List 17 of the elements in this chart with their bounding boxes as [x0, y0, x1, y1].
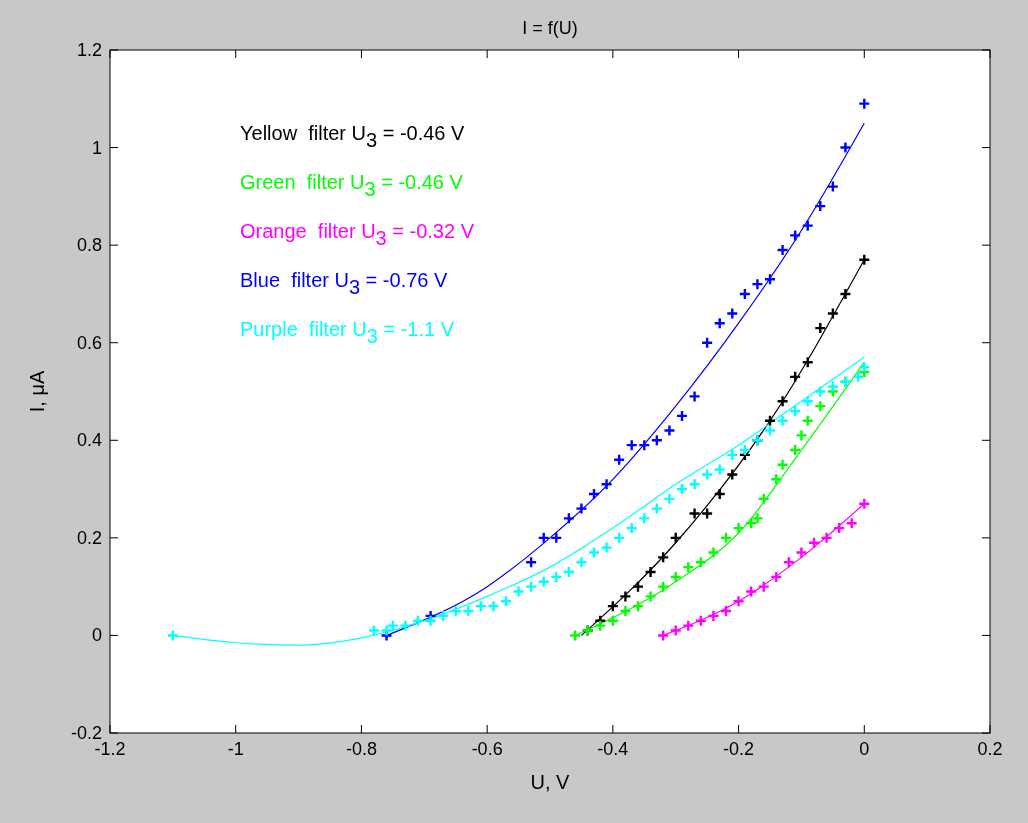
- y-tick-label: 1: [91, 137, 102, 158]
- y-tick-label: 0.4: [76, 430, 102, 451]
- x-tick-label: -0.4: [597, 739, 629, 759]
- x-tick-label: -1: [227, 739, 244, 759]
- y-tick-label: 0.8: [76, 235, 102, 256]
- y-tick-label: 0.6: [76, 332, 102, 353]
- y-tick-label: 0.2: [76, 527, 102, 548]
- x-tick-label: 0.2: [977, 739, 1003, 759]
- x-axis-title: U, V: [530, 771, 571, 793]
- y-tick-label: 1.2: [76, 40, 102, 60]
- x-tick-label: -0.6: [471, 739, 503, 759]
- x-tick-label: -0.2: [723, 739, 755, 759]
- y-tick-label: 0: [91, 625, 102, 646]
- x-tick-label: -0.8: [345, 739, 377, 759]
- chart-title: I = f(U): [522, 18, 578, 38]
- x-tick-label: 0: [859, 739, 870, 759]
- y-axis-title: I, μA: [26, 370, 48, 413]
